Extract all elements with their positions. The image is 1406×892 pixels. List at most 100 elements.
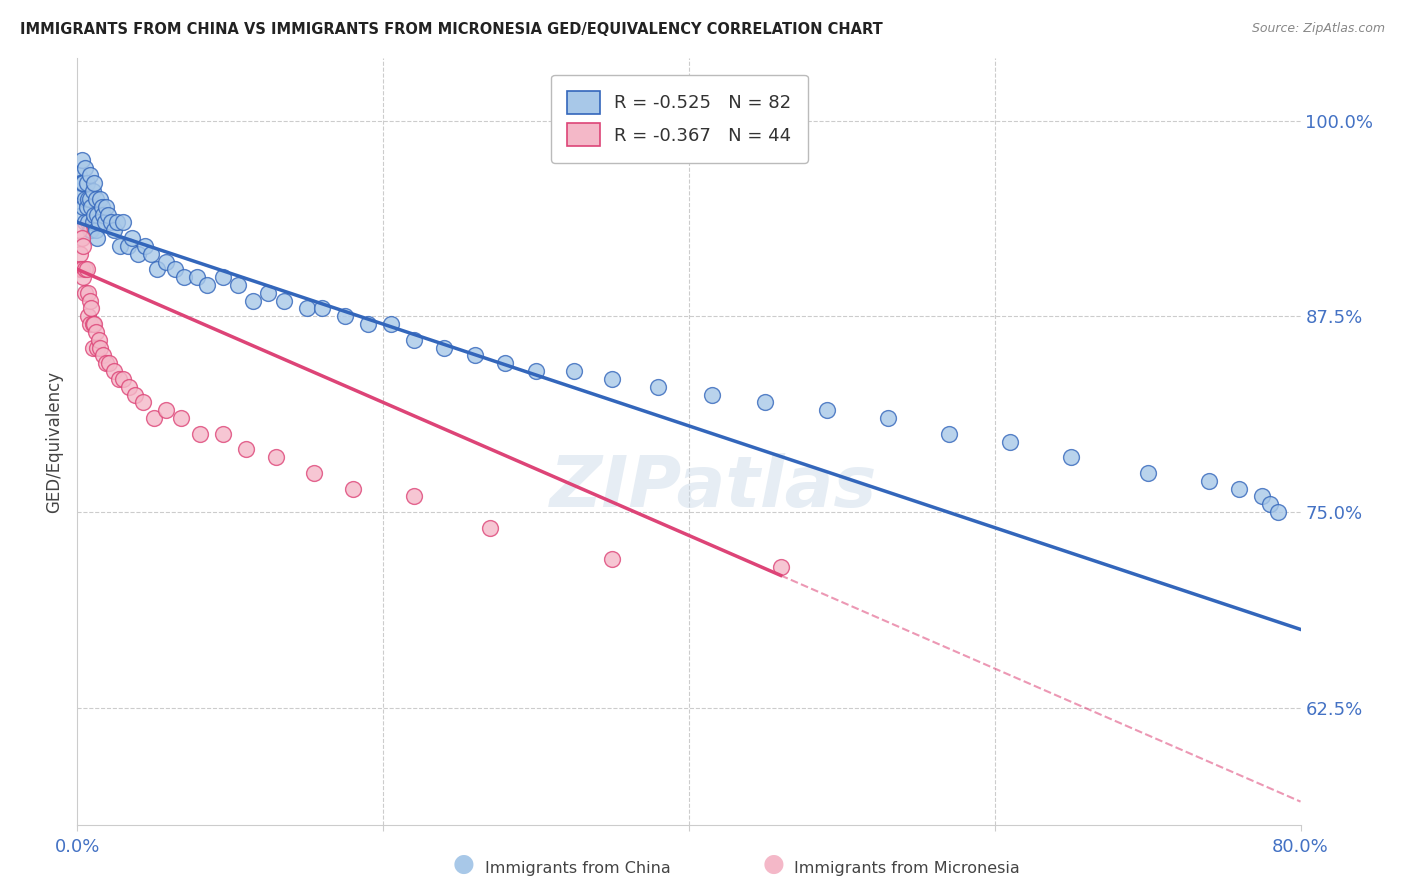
Point <box>226 277 249 292</box>
Point <box>84 223 107 237</box>
Point <box>876 411 898 425</box>
Point <box>97 208 120 222</box>
Point <box>235 442 257 457</box>
Point <box>77 192 100 206</box>
Point <box>647 380 669 394</box>
Point <box>342 482 364 496</box>
Point <box>134 239 156 253</box>
Point <box>121 231 143 245</box>
Point <box>112 372 135 386</box>
Point <box>72 200 94 214</box>
Text: Source: ZipAtlas.com: Source: ZipAtlas.com <box>1251 22 1385 36</box>
Point <box>83 176 105 190</box>
Point <box>211 270 233 285</box>
Point <box>195 277 218 292</box>
Point <box>998 434 1021 449</box>
Point <box>142 411 165 425</box>
Point <box>89 341 111 355</box>
Point <box>70 176 93 190</box>
Point <box>1229 482 1251 496</box>
Point <box>96 200 118 214</box>
Point <box>76 200 98 214</box>
Text: ZIPatlas: ZIPatlas <box>550 453 877 522</box>
Point <box>170 411 193 425</box>
Point <box>91 348 114 362</box>
Point <box>495 356 517 370</box>
Point <box>84 192 107 206</box>
Point <box>155 254 177 268</box>
Point <box>1267 505 1289 519</box>
Point <box>257 285 280 300</box>
Point <box>754 395 776 409</box>
Point <box>86 341 108 355</box>
Point <box>464 348 486 362</box>
Point <box>79 192 101 206</box>
Point <box>72 176 94 190</box>
Point <box>295 301 318 316</box>
Point <box>304 466 326 480</box>
Point <box>242 293 264 308</box>
Point <box>402 489 425 503</box>
Point <box>357 317 380 331</box>
Point <box>98 356 121 370</box>
Point <box>82 184 104 198</box>
Point <box>100 215 122 229</box>
Point <box>96 356 118 370</box>
Point <box>602 372 624 386</box>
Point <box>333 310 356 324</box>
Point <box>103 364 125 378</box>
Point <box>380 317 402 331</box>
Point <box>73 262 96 277</box>
Point <box>79 293 101 308</box>
Point <box>86 231 108 245</box>
Point <box>700 387 723 401</box>
Point <box>1258 497 1281 511</box>
Y-axis label: GED/Equivalency: GED/Equivalency <box>45 370 63 513</box>
Point <box>69 184 91 198</box>
Point <box>84 325 107 339</box>
Point <box>69 176 91 190</box>
Point <box>89 192 111 206</box>
Point <box>69 262 91 277</box>
Point <box>165 262 187 277</box>
Point <box>118 380 141 394</box>
Point <box>70 153 93 167</box>
Point <box>86 208 108 222</box>
Point <box>67 223 90 237</box>
Text: ●: ● <box>453 852 475 876</box>
Point <box>77 215 100 229</box>
Point <box>524 364 547 378</box>
Point <box>73 161 96 175</box>
Point <box>602 552 624 566</box>
Point <box>79 317 101 331</box>
Point <box>112 215 135 229</box>
Point <box>188 426 211 441</box>
Point <box>91 208 114 222</box>
Point <box>139 246 162 260</box>
Point <box>479 521 502 535</box>
Point <box>124 387 146 401</box>
Point <box>769 559 792 574</box>
Point <box>77 285 100 300</box>
Point <box>82 341 104 355</box>
Point <box>132 395 155 409</box>
Text: ●: ● <box>762 852 785 876</box>
Point <box>1060 450 1083 465</box>
Point <box>146 262 169 277</box>
Point <box>80 301 103 316</box>
Point <box>70 262 93 277</box>
Point <box>94 215 117 229</box>
Point <box>103 223 125 237</box>
Point <box>73 285 96 300</box>
Point <box>82 317 104 331</box>
Point <box>311 301 333 316</box>
Point <box>72 270 94 285</box>
Point <box>87 215 110 229</box>
Point <box>173 270 195 285</box>
Point <box>82 215 104 229</box>
Point <box>80 200 103 214</box>
Point <box>83 317 105 331</box>
Point <box>70 231 93 245</box>
Legend: R = -0.525   N = 82, R = -0.367   N = 44: R = -0.525 N = 82, R = -0.367 N = 44 <box>551 75 808 162</box>
Point <box>73 192 96 206</box>
